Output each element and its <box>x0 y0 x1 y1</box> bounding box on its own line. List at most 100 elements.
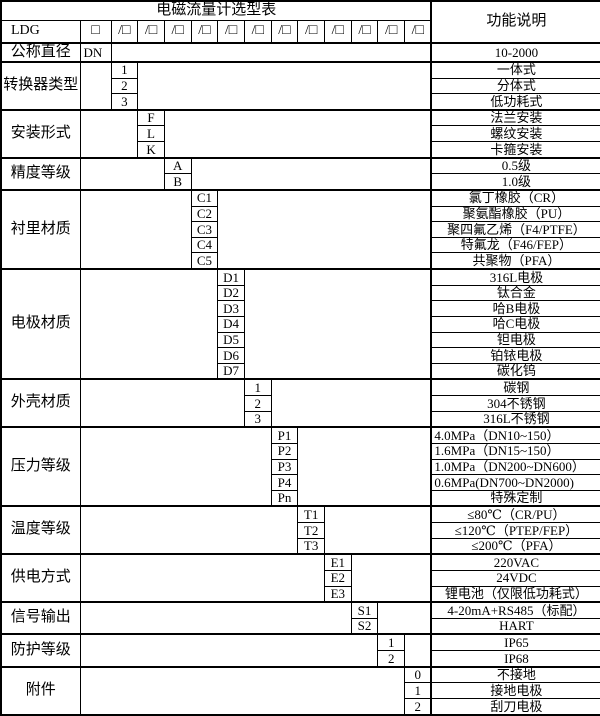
code-cell: 2 <box>110 77 139 95</box>
table-row: T3 ≤200℃（PFA） <box>1 537 600 555</box>
spacer-right <box>404 633 432 668</box>
table-row: B 1.0级 <box>1 173 600 191</box>
description-cell: HART <box>430 617 600 635</box>
code-cell: C2 <box>190 205 219 223</box>
description-cell: 24VDC <box>430 569 600 587</box>
code-cell: 1 <box>404 682 432 700</box>
description-cell: 哈C电极 <box>430 315 600 333</box>
category-label: 压力等级 <box>0 426 81 507</box>
table-row: 3 316L不锈钢 <box>1 410 600 428</box>
category-label: 衬里材质 <box>0 188 81 270</box>
code-cell: C1 <box>190 188 219 207</box>
model-code-slot: /□ <box>324 20 352 44</box>
category-label: 防护等级 <box>0 633 81 668</box>
model-code-slot: /□ <box>377 20 406 44</box>
model-code-slot: /□ <box>243 20 272 44</box>
table-row: 1 接地电极 <box>1 682 600 700</box>
description-cell: 哈B电极 <box>430 300 600 317</box>
spacer-left <box>79 108 139 159</box>
category-label: 信号输出 <box>0 601 81 635</box>
description-cell: 316L电极 <box>430 268 600 286</box>
code-cell: Pn <box>270 489 299 507</box>
table-row: P2 1.6MPa（DN15~150） <box>1 442 600 460</box>
code-cell: D4 <box>217 315 245 333</box>
spacer-right <box>110 42 432 63</box>
code-cell: K <box>137 141 165 159</box>
table-row: 附件 0 不接地 <box>0 665 600 716</box>
description-cell: 4.0MPa（DN10~150） <box>430 426 600 444</box>
code-cell: D3 <box>217 300 245 317</box>
code-cell: E1 <box>324 553 352 571</box>
category-label: 安装形式 <box>0 108 81 159</box>
table-row: 温度等级 T1 ≤80℃（CR/PU） <box>0 505 600 555</box>
spacer-right <box>270 378 432 428</box>
table-row: 2 刮刀电极 <box>1 698 600 716</box>
code-cell: C3 <box>190 221 219 238</box>
description-cell: 分体式 <box>430 77 600 95</box>
description-cell: 10-2000 <box>430 42 600 63</box>
description-cell: 0.6MPa(DN700~DN2000) <box>430 474 600 491</box>
code-cell: 3 <box>110 93 139 111</box>
table-row: 2 IP68 <box>1 650 600 668</box>
description-cell: 接地电极 <box>430 682 600 700</box>
model-code-slot: /□ <box>190 20 219 44</box>
table-row: D6 铂铱电极 <box>1 347 600 364</box>
code-cell: 2 <box>377 650 406 668</box>
category-label: 公称直径 <box>0 42 81 63</box>
code-cell: D1 <box>217 268 245 286</box>
table-row: 电极材质 D1 316L电极 <box>0 268 600 380</box>
code-cell: C4 <box>190 236 219 254</box>
table-row: 外壳材质 1 碳钢 <box>0 378 600 428</box>
table-row: P3 1.0MPa（DN200~DN600） <box>1 458 600 476</box>
table-row: 供电方式 E1 220VAC <box>0 553 600 603</box>
model-code-slot: /□ <box>270 20 299 44</box>
function-description-header: 功能说明 <box>430 0 600 44</box>
description-cell: ≤120℃（PTEP/FEP） <box>430 522 600 539</box>
description-cell: ≤80℃（CR/PU） <box>430 505 600 524</box>
table-row: 防护等级 1 IP65 <box>0 633 600 668</box>
table-row: 信号输出 S1 4-20mA+RS485（标配） <box>0 601 600 635</box>
category-label: 电极材质 <box>0 268 81 380</box>
description-cell: 不接地 <box>430 665 600 684</box>
table-row: Pn 特殊定制 <box>1 489 600 507</box>
model-code-slot: /□ <box>137 20 165 44</box>
table-row: 转换器类型 1 一体式 <box>0 60 600 111</box>
code-cell: 3 <box>243 410 272 428</box>
spacer-left <box>79 268 219 380</box>
code-cell: T2 <box>297 522 325 539</box>
description-cell: 钛合金 <box>430 284 600 302</box>
spacer-left <box>79 60 112 111</box>
spacer-right <box>377 601 432 635</box>
code-cell: E3 <box>324 585 352 603</box>
table-row: P4 0.6MPa(DN700~DN2000) <box>1 474 600 491</box>
description-cell: 0.5级 <box>430 156 600 175</box>
model-code-box: □ <box>79 20 112 44</box>
description-cell: 聚氨酯橡胶（PU） <box>430 205 600 223</box>
spacer-right <box>163 108 432 159</box>
spacer-left <box>79 601 352 635</box>
spacer-right <box>137 60 432 111</box>
spacer-right <box>350 553 432 603</box>
code-cell: 2 <box>243 395 272 412</box>
code-cell: S1 <box>350 601 379 619</box>
table-row: D7 碳化钨 <box>1 362 600 380</box>
category-label: 供电方式 <box>0 553 81 603</box>
description-cell: 1.6MPa（DN15~150） <box>430 442 600 460</box>
table-row: C3 聚四氟乙烯（F4/PTFE） <box>1 221 600 238</box>
code-cell: B <box>163 173 192 191</box>
spacer-left <box>79 188 192 270</box>
code-cell: 1 <box>243 378 272 397</box>
description-cell: 一体式 <box>430 60 600 79</box>
code-cell: D6 <box>217 347 245 364</box>
description-cell: 聚四氟乙烯（F4/PTFE） <box>430 221 600 238</box>
spacer-left <box>79 378 245 428</box>
description-cell: 特殊定制 <box>430 489 600 507</box>
description-cell: ≤200℃（PFA） <box>430 537 600 555</box>
code-cell: 2 <box>404 698 432 716</box>
description-cell: 316L不锈钢 <box>430 410 600 428</box>
model-code-slot: /□ <box>297 20 325 44</box>
model-prefix: LDG <box>0 20 81 44</box>
description-cell: 刮刀电极 <box>430 698 600 716</box>
table-row: T2 ≤120℃（PTEP/FEP） <box>1 522 600 539</box>
